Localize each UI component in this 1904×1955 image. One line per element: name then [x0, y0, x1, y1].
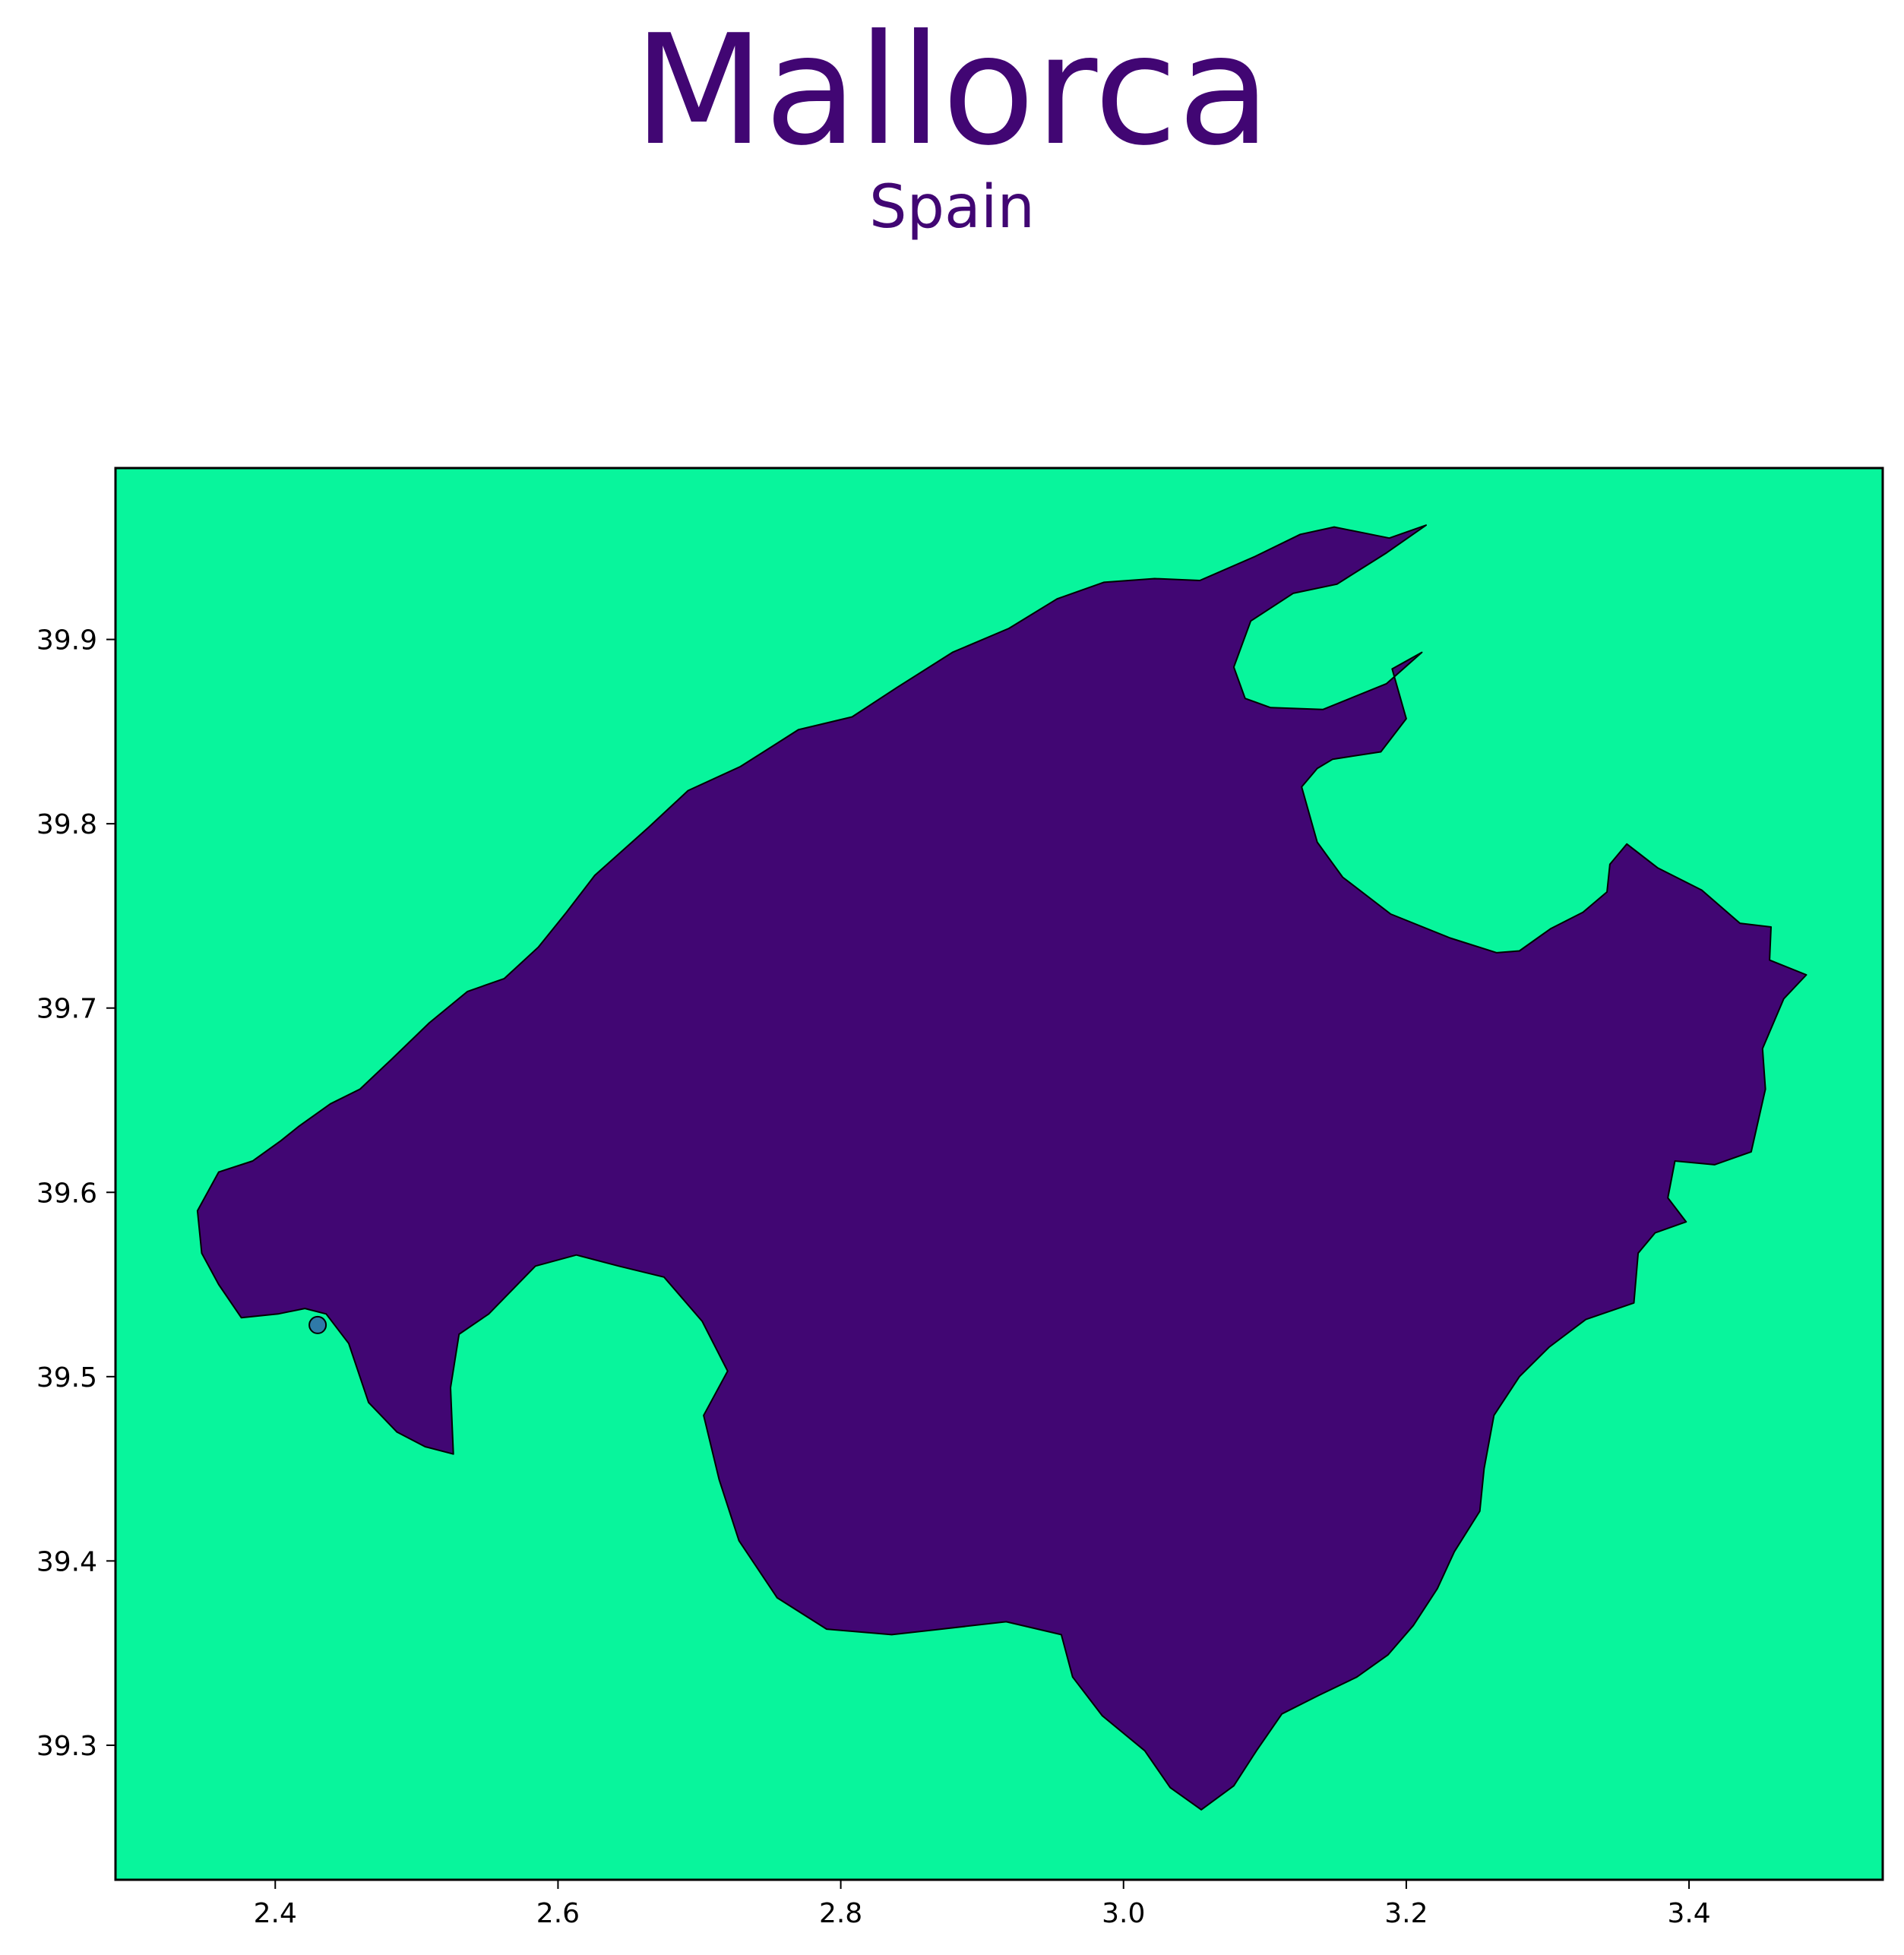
x-tick-label: 2.4 — [254, 1898, 297, 1929]
x-tick-label: 3.4 — [1667, 1898, 1710, 1929]
y-tick-label: 39.5 — [36, 1362, 97, 1393]
x-tick-label: 3.0 — [1102, 1898, 1145, 1929]
y-tick-label: 39.8 — [36, 809, 97, 840]
island-shape — [196, 524, 1808, 1811]
y-axis: 39.3 39.4 39.5 39.6 39.7 39.8 39.9 — [36, 625, 115, 1762]
location-marker — [308, 1315, 327, 1334]
plot-frame — [114, 467, 1884, 1881]
map-title: Mallorca — [633, 2, 1271, 179]
y-tick-label: 39.6 — [36, 1178, 97, 1209]
x-tick-label: 3.2 — [1384, 1898, 1428, 1929]
y-tick-label: 39.4 — [36, 1546, 97, 1577]
x-axis: 2.4 2.6 2.8 3.0 3.2 3.4 — [254, 1880, 1711, 1929]
y-tick-label: 39.3 — [36, 1731, 97, 1762]
y-tick-label: 39.9 — [36, 625, 97, 656]
y-tick-label: 39.7 — [36, 994, 97, 1025]
map-subtitle: Spain — [869, 173, 1035, 242]
x-tick-label: 2.8 — [819, 1898, 862, 1929]
x-tick-label: 2.6 — [536, 1898, 580, 1929]
